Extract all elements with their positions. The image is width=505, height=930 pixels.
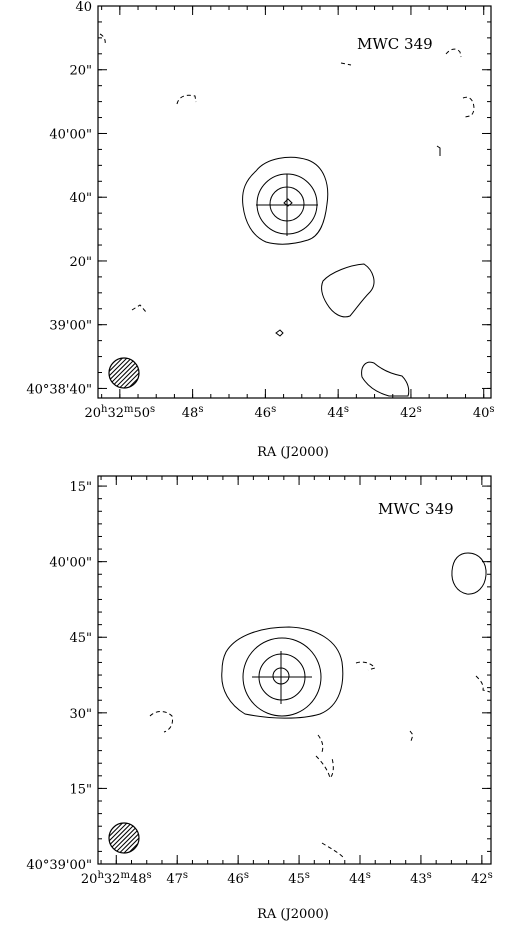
top-x-axis-label: RA (J2000)	[257, 445, 329, 460]
bottom-x-tick-label: 20h​32m​48s​	[81, 870, 152, 887]
top-contour-blob-2	[361, 361, 410, 397]
top-x-tick-labels: 20h​32m​50s​ 48s​ 46s​ 44s​ 42s​ 40s​	[84, 404, 494, 421]
bottom-source-label: MWC 349	[378, 500, 454, 518]
bottom-panel: 20h​32m​48s​ 47s​ 46s​ 45s​ 44s​ 43s​ 42s​ 15"…	[26, 475, 493, 922]
bottom-neg-contour-6	[315, 755, 334, 779]
bottom-neg-contour-4	[409, 730, 414, 742]
bottom-x-tick-labels: 20h​32m​48s​ 47s​ 46s​ 45s​ 44s​ 43s​ 42s​	[81, 870, 493, 887]
top-tick-marks	[98, 5, 491, 398]
bottom-beam-ellipse	[108, 822, 140, 854]
top-y-tick-label: 40	[75, 0, 92, 15]
top-neg-contour-4	[445, 48, 462, 58]
bottom-x-tick-label: 42s​	[471, 870, 493, 887]
top-y-tick-label: 20"	[69, 255, 92, 270]
top-contour-speck	[275, 329, 284, 337]
bottom-neg-contour-1	[149, 711, 173, 733]
bottom-neg-contour-5	[317, 734, 324, 753]
beam-hatch-line	[109, 358, 128, 388]
top-panel: 20h​32m​50s​48s​46s​44s​42s​40s​ 4020"40…	[26, 0, 494, 460]
top-source-label: MWC 349	[357, 35, 433, 53]
bottom-frame	[97, 475, 492, 865]
bottom-x-tick-label: 46s​	[227, 870, 249, 887]
top-contour-outer	[242, 156, 329, 245]
bottom-x-tick-label: 45s​	[288, 870, 310, 887]
top-y-tick-label: 39'00"	[49, 319, 92, 334]
top-y-tick-labels: 40 20" 40'00" 40" 20" 39'00" 40°38'40"	[26, 0, 92, 397]
beam-hatch-line	[114, 358, 139, 388]
top-neg-contour-6	[131, 304, 147, 313]
top-y-tick-label: 40°38'40"	[26, 382, 92, 397]
top-y-tick-label: 40'00"	[49, 127, 92, 142]
bottom-y-tick-label: 40°39'00"	[26, 858, 92, 873]
top-x-tick-label: 48s​	[182, 404, 204, 421]
bottom-tick-marks	[98, 476, 491, 865]
bottom-neg-contour-7	[321, 842, 345, 859]
top-frame	[97, 5, 492, 399]
top-contour-blob-1	[321, 263, 375, 318]
top-y-tick-label: 20"	[69, 64, 92, 79]
bottom-x-tick-label: 43s​	[410, 870, 432, 887]
beam-hatch-line	[109, 823, 128, 853]
bottom-contour-2	[242, 637, 322, 717]
bottom-y-tick-labels: 15" 40'00" 45" 30" 15" 40°39'00"	[26, 480, 92, 873]
top-y-tick-label: 40"	[69, 191, 92, 206]
bottom-y-tick-label: 30"	[69, 707, 92, 722]
bottom-contour-blob	[451, 552, 487, 595]
beam-hatch-line	[109, 823, 115, 853]
beam-hatch-line	[109, 823, 133, 853]
beam-hatch-line	[118, 358, 139, 388]
bottom-neg-contour-2	[355, 661, 376, 671]
beam-hatch-line	[118, 823, 139, 853]
top-neg-contour-3	[340, 62, 352, 66]
top-neg-contour-5	[462, 96, 475, 118]
bottom-x-tick-label: 44s​	[349, 870, 371, 887]
bottom-y-tick-label: 40'00"	[49, 556, 92, 571]
top-x-tick-label: 40s​	[473, 404, 495, 421]
top-x-tick-label: 46s​	[255, 404, 277, 421]
bottom-neg-contour-3	[475, 675, 491, 693]
top-neg-contour-1	[99, 33, 106, 46]
top-x-tick-label: 20h​32m​50s​	[84, 404, 155, 421]
top-neg-contour-2	[176, 94, 197, 105]
top-contour-tick	[436, 145, 441, 156]
bottom-y-tick-label: 15"	[69, 782, 92, 797]
bottom-x-tick-label: 47s​	[166, 870, 188, 887]
beam-hatch-line	[109, 358, 133, 388]
bottom-x-axis-label: RA (J2000)	[257, 907, 329, 922]
bottom-contour-outer	[221, 626, 344, 719]
beam-hatch-line	[114, 823, 139, 853]
top-x-tick-label: 44s​	[327, 404, 349, 421]
bottom-y-tick-label: 45"	[69, 631, 92, 646]
bottom-y-tick-label: 15"	[69, 480, 92, 495]
top-x-tick-label: 42s​	[400, 404, 422, 421]
